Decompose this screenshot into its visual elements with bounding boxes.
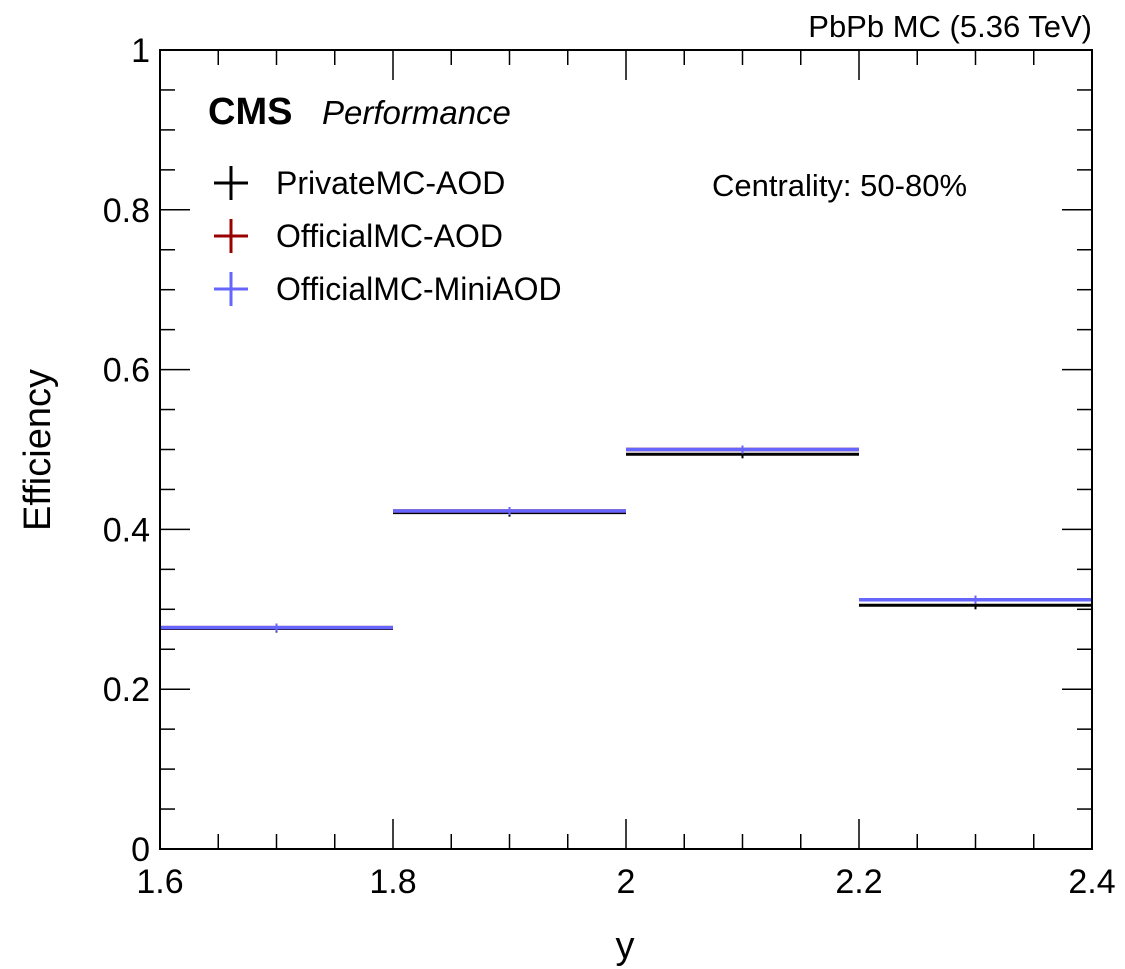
legend-label: OfficialMC-MiniAOD bbox=[276, 271, 562, 307]
x-tick-labels: 1.6 1.8 2 2.2 2.4 bbox=[136, 863, 1115, 901]
legend-label: OfficialMC-AOD bbox=[276, 218, 503, 254]
y-tick-label: 0.6 bbox=[103, 352, 150, 390]
series-PrivateMC-AOD bbox=[160, 450, 1092, 633]
y-tick-label: 0.8 bbox=[103, 192, 150, 230]
series-layer bbox=[160, 445, 1092, 633]
plot-frame bbox=[159, 49, 1093, 850]
legend-item: OfficialMC-MiniAOD bbox=[214, 271, 562, 307]
x-tick-label: 2.4 bbox=[1068, 863, 1115, 901]
x-axis-title: y bbox=[616, 925, 635, 967]
x-tick-label: 2 bbox=[617, 863, 636, 901]
centrality-label: Centrality: 50-80% bbox=[712, 168, 967, 203]
legend: PrivateMC-AOD OfficialMC-AOD OfficialMC-Mi… bbox=[214, 165, 562, 307]
series-OfficialMC-AOD bbox=[160, 445, 1092, 632]
x-tick-label: 1.8 bbox=[369, 863, 416, 901]
cms-logo-text: CMS bbox=[208, 91, 292, 133]
energy-label: PbPb MC (5.36 TeV) bbox=[808, 9, 1092, 44]
x-tick-label: 1.6 bbox=[136, 863, 183, 901]
y-tick-label: 0.2 bbox=[103, 671, 150, 709]
series-OfficialMC-MiniAOD bbox=[160, 445, 1092, 632]
y-tick-label: 1 bbox=[131, 32, 150, 70]
legend-label: PrivateMC-AOD bbox=[276, 165, 505, 201]
legend-item: PrivateMC-AOD bbox=[214, 165, 505, 201]
legend-item: OfficialMC-AOD bbox=[214, 218, 503, 254]
y-axis-title: Efficiency bbox=[17, 369, 59, 531]
x-tick-label: 2.2 bbox=[835, 863, 882, 901]
y-tick-label: 0 bbox=[131, 831, 150, 869]
y-tick-labels: 0 0.2 0.4 0.6 0.8 1 bbox=[103, 32, 150, 869]
y-tick-label: 0.4 bbox=[103, 511, 150, 549]
performance-label: Performance bbox=[322, 94, 511, 131]
